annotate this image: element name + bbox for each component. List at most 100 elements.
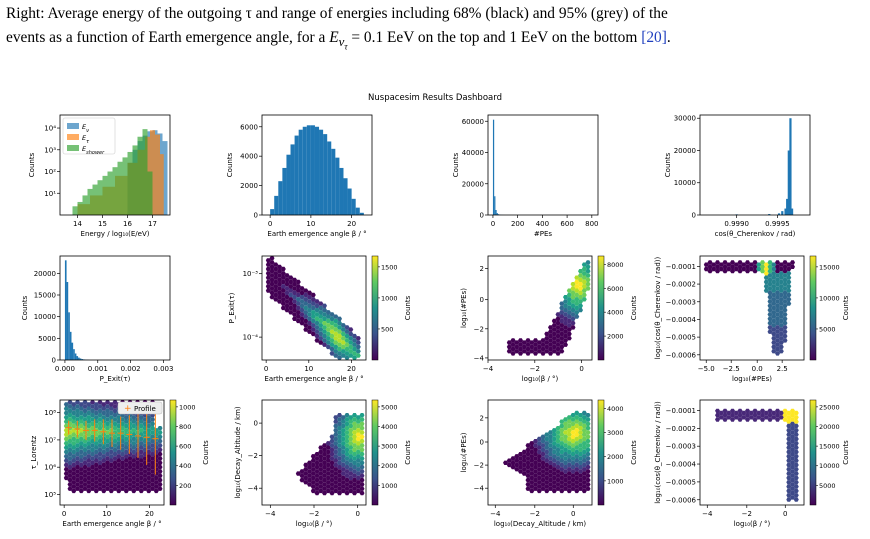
hex_pexit_beta-hexbin	[284, 290, 290, 295]
hex_lorentz_beta-hexbin	[131, 441, 137, 446]
hex_decay_beta-hexbin	[325, 488, 331, 494]
energy-bar-green	[102, 175, 108, 215]
hex_pexit_beta-hexbin	[284, 299, 290, 304]
hex_lorentz_beta-hexbin	[116, 471, 122, 476]
hex_pexit_beta-hexbin	[329, 351, 335, 356]
hex_pes_beta-hexbin	[563, 342, 568, 347]
hex_pes_beta-hexbin	[559, 327, 565, 332]
hex_pexit_beta-hexbin	[325, 340, 331, 345]
hex_pexit_beta-hexbin	[337, 346, 342, 352]
cher-bar	[777, 213, 781, 215]
hex_pexit_beta-hexbin	[280, 292, 286, 298]
hex_pexit_beta-hexbin	[265, 258, 271, 263]
hex_decay_beta-hexbin	[344, 486, 350, 491]
hex_pes_decay-hexbin	[555, 452, 561, 457]
hex_cher_pes-hexbin	[775, 277, 780, 282]
hex_pes_decay-hexbin	[540, 482, 546, 487]
hex_lorentz_beta-hexbin	[90, 482, 95, 487]
hex_pexit_beta-hexbin	[340, 323, 346, 328]
hex_cher_beta-hexbin	[790, 426, 795, 431]
hex_pexit_beta-hexbin	[318, 323, 324, 328]
hex_pexit_beta-hexbin	[273, 288, 279, 293]
hex_decay_beta-hexbin	[303, 471, 309, 476]
hex_cher_pes-hexbin	[775, 321, 780, 326]
hex_decay_beta-hexbin	[344, 452, 350, 457]
hex_pexit_beta-hexbin	[265, 288, 271, 293]
hex_lorentz_beta-hexbin	[86, 415, 92, 420]
hex_pes_decay-hexbin	[555, 469, 561, 474]
hex_pexit_beta-hexbin	[337, 338, 342, 343]
hex_pes_decay-hexbin	[555, 465, 561, 470]
hex_lorentz_beta-hexbin	[157, 486, 163, 491]
hex_lorentz_beta-hexbin	[108, 454, 114, 459]
hex_cher_beta-hexbin	[786, 480, 792, 485]
hex_lorentz_beta-hexbin	[93, 462, 99, 468]
hex_pes_decay-hexbin	[578, 443, 583, 448]
hex_pes_beta-hexbin	[551, 331, 557, 337]
hex_lorentz_beta-hexbin	[108, 436, 114, 442]
hex_cher_beta-hexbin	[778, 410, 784, 416]
hex_lorentz_beta-hexbin	[157, 460, 163, 465]
hex_lorentz_beta-hexbin	[138, 441, 144, 446]
hex_lorentz_beta-hexbin	[146, 484, 152, 489]
hex_lorentz_beta-hexbin	[90, 426, 95, 431]
hex_lorentz_beta-hexbin	[86, 449, 92, 455]
hex_cher_beta-hexbin	[793, 480, 799, 485]
hex_pes_decay-hexbin	[536, 449, 542, 455]
hex_cher_pes-hexbin	[767, 316, 773, 321]
hex_pexit_beta-hexbin	[269, 286, 275, 291]
hex_lorentz_beta-hexbin	[93, 406, 99, 411]
hex_cher_pes-hexbin	[722, 264, 728, 269]
hex_pes_beta-hexbin	[563, 321, 568, 326]
hex_pes_decay-hexbin	[581, 436, 587, 442]
hex_lorentz_beta-hexbin	[112, 477, 118, 483]
hex_decay_beta-hexbin	[329, 447, 335, 452]
hex_lorentz_beta-hexbin	[75, 443, 80, 448]
hex_lorentz_beta-hexbin	[97, 452, 103, 457]
hex_pexit_beta-hexbin	[322, 325, 327, 330]
hex_pes_decay-frame	[487, 399, 593, 506]
hex_cher_pes-hexbin	[778, 292, 784, 298]
hex_cher_pes-hexbin	[778, 349, 784, 354]
pexit-ytick-label: 0	[52, 357, 56, 365]
hex_decay_beta-hexbin	[359, 439, 365, 444]
hex_cher_pes-hexbin	[763, 271, 769, 276]
hex_cher_beta-cbar-label: 25000	[819, 403, 840, 411]
hex_lorentz_beta-hexbin	[101, 454, 107, 459]
hex_cher_beta-xlabel: log₁₀(β / °)	[734, 520, 771, 528]
beta-bar	[274, 195, 279, 215]
hex_pes_beta-hexbin	[533, 342, 538, 347]
hex_cher_pes-hexbin	[775, 282, 780, 287]
hex_cher_pes-hexbin	[782, 321, 788, 326]
hex_lorentz_beta-hexbin	[157, 443, 163, 448]
hex_pes_decay-hexbin	[578, 452, 583, 457]
hex_cher_pes-hexbin	[782, 316, 788, 321]
hex_decay_beta-hexbin	[333, 445, 339, 450]
hex_lorentz_beta-hexbin	[90, 465, 95, 470]
hex_pes_beta-hexbin	[548, 329, 553, 334]
hex_pes_beta-hexbin	[563, 325, 568, 330]
hex_lorentz_beta-hexbin	[135, 469, 140, 474]
hex_lorentz_beta-hexbin	[123, 484, 129, 489]
hex_cher_beta-hexbin	[790, 469, 795, 474]
hex_pes_decay-hexbin	[544, 449, 550, 455]
hex_cher_pes-hexbin	[790, 260, 795, 265]
hex_lorentz_beta-hexbin	[108, 423, 114, 429]
hex_lorentz_beta-hexbin	[105, 400, 110, 405]
hex_pes_decay-hexbin	[548, 477, 553, 483]
hex_pes_decay-hexbin	[566, 449, 572, 455]
hex_decay_beta-hexbin	[329, 473, 335, 478]
hex_decay_beta-hexbin	[333, 449, 339, 455]
hex_pes_decay-hexbin	[566, 432, 572, 437]
hex_pexit_beta-hexbin	[325, 310, 331, 315]
hex_pexit_beta-hexbin	[288, 284, 294, 289]
hex_pes_beta-hexbin	[570, 312, 576, 317]
hex_pes_decay-hexbin	[574, 471, 580, 476]
citation-link[interactable]: [20]	[641, 29, 667, 46]
hex_lorentz_beta-hexbin	[86, 406, 92, 411]
hex_decay_beta-hexbin	[344, 469, 350, 474]
hex_pexit_beta-hexbin	[314, 299, 320, 304]
hex_lorentz_beta-hexbin	[75, 439, 80, 444]
hex_lorentz_beta-hexbin	[150, 417, 155, 422]
hex_decay_beta-hexbin	[299, 473, 305, 478]
